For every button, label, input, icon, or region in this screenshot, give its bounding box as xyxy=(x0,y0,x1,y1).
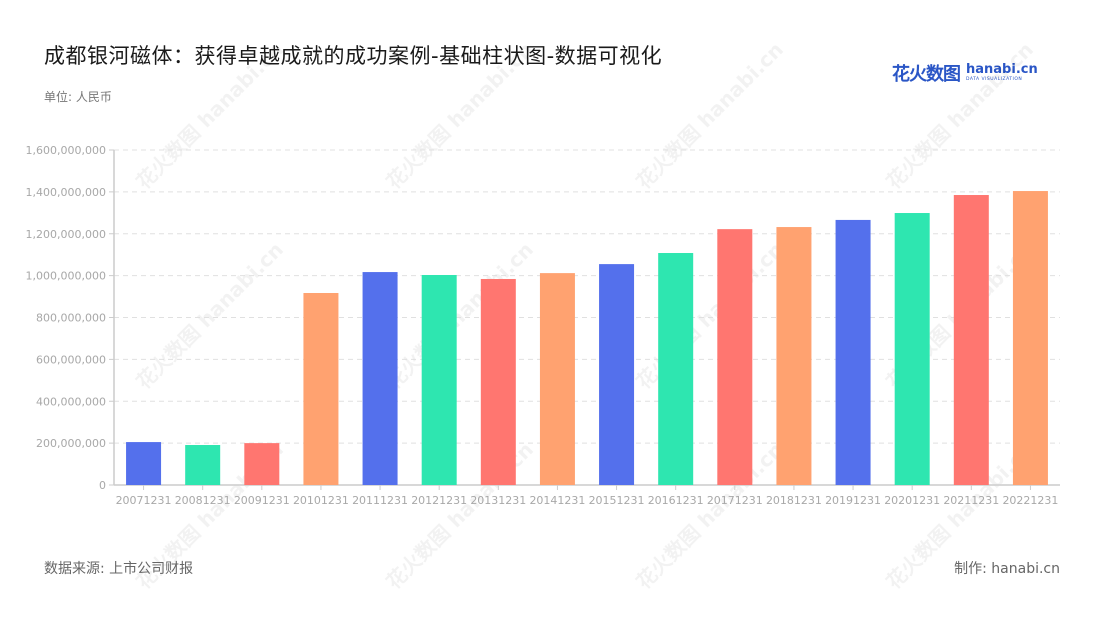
bar xyxy=(776,227,812,486)
unit-label: 单位: 人民币 xyxy=(44,90,112,104)
bar xyxy=(599,264,635,485)
bar xyxy=(658,253,694,485)
x-tick-label: 20221231 xyxy=(1002,494,1058,507)
x-tick-label: 20111231 xyxy=(352,494,408,507)
bar xyxy=(185,445,221,485)
x-tick-label: 20141231 xyxy=(529,494,585,507)
y-tick-label: 1,000,000,000 xyxy=(26,270,106,283)
bar xyxy=(1012,191,1048,485)
bar xyxy=(539,273,575,485)
y-tick-label: 0 xyxy=(99,479,106,492)
y-tick-label: 1,400,000,000 xyxy=(26,186,106,199)
y-tick-label: 1,200,000,000 xyxy=(26,228,106,241)
y-tick-label: 200,000,000 xyxy=(36,437,106,450)
brand-logo: 花火数图 hanabi.cn DATA VISUALIZATION xyxy=(892,60,1038,86)
x-tick-label: 20151231 xyxy=(589,494,645,507)
bar xyxy=(953,195,989,485)
logo-sub-text: DATA VISUALIZATION xyxy=(966,77,1023,83)
chart-title: 成都银河磁体：获得卓越成就的成功案例-基础柱状图-数据可视化 xyxy=(44,44,663,68)
x-tick-label: 20201231 xyxy=(884,494,940,507)
x-tick-label: 20211231 xyxy=(943,494,999,507)
bar xyxy=(894,213,930,485)
bar xyxy=(303,293,339,485)
bar xyxy=(421,274,457,485)
logo-cn-text: 花火数图 xyxy=(892,64,961,85)
credit-label: 制作: hanabi.cn xyxy=(954,561,1060,577)
logo-en-block: hanabi.cn DATA VISUALIZATION xyxy=(966,63,1038,83)
x-tick-label: 20131231 xyxy=(470,494,526,507)
data-source: 数据来源: 上市公司财报 xyxy=(44,561,194,577)
y-tick-label: 800,000,000 xyxy=(36,312,106,325)
x-tick-label: 20121231 xyxy=(411,494,467,507)
x-tick-label: 20191231 xyxy=(825,494,881,507)
bar xyxy=(835,219,871,485)
logo-en-text: hanabi.cn xyxy=(966,62,1038,78)
y-tick-label: 600,000,000 xyxy=(36,353,106,366)
bar xyxy=(362,272,398,485)
y-tick-label: 400,000,000 xyxy=(36,395,106,408)
x-tick-label: 20101231 xyxy=(293,494,349,507)
x-tick-label: 20091231 xyxy=(234,494,290,507)
bar xyxy=(480,278,516,485)
bar xyxy=(126,442,162,485)
x-tick-label: 20181231 xyxy=(766,494,822,507)
bar xyxy=(717,229,753,485)
y-tick-label: 1,600,000,000 xyxy=(26,144,106,157)
x-tick-label: 20171231 xyxy=(707,494,763,507)
x-tick-label: 20071231 xyxy=(116,494,172,507)
x-tick-label: 20081231 xyxy=(175,494,231,507)
x-tick-label: 20161231 xyxy=(648,494,704,507)
bar xyxy=(244,443,280,485)
